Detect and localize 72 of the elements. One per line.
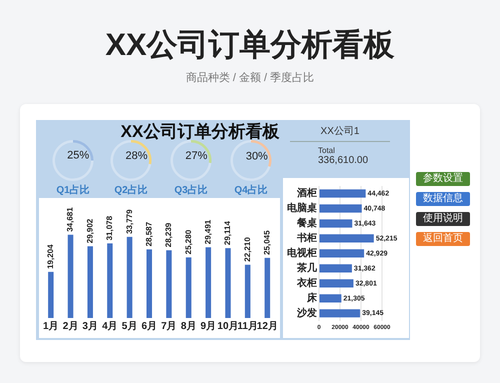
y-tick-label: 沙发 (296, 307, 317, 320)
x-tick-label: 9月 (200, 320, 216, 332)
data-label: 28,587 (144, 221, 154, 246)
y-tick-label: 电视柜 (287, 247, 317, 260)
text: 商品种类 / 金额 / 季度占比 (184, 70, 316, 85)
text: 336,610.00 (318, 155, 368, 166)
x-tick-label: 12月 (256, 320, 278, 332)
bar (264, 258, 270, 318)
data-label: 31,078 (105, 215, 114, 240)
data-label: 29,902 (85, 218, 94, 244)
x-tick-label: 8月 (180, 320, 196, 332)
bar (48, 272, 54, 318)
bar (320, 189, 366, 198)
text: Q3占比 (174, 184, 208, 196)
x-tick-label: 1月 (43, 320, 59, 332)
text: Total (318, 146, 335, 155)
data-label: 25,045 (262, 230, 272, 255)
data-label: 27% (185, 150, 208, 162)
text: XX公司订单分析看板 (120, 122, 280, 141)
bar (320, 264, 352, 272)
bar (87, 246, 93, 318)
bar (186, 257, 192, 318)
data-label: 28% (126, 150, 148, 162)
x-tick-label: 6月 (141, 320, 158, 332)
y-tick-label: 床 (306, 292, 318, 304)
data-label: 22,210 (242, 236, 252, 262)
text: Q2占比 (114, 184, 148, 196)
settings-button: 参数设置 (416, 172, 470, 186)
help-button: 使用说明 (416, 212, 470, 226)
data-label: 30% (246, 150, 268, 162)
data-label: 25% (67, 149, 90, 162)
y-tick-label: 电脑桌 (287, 202, 317, 214)
bar (320, 249, 364, 258)
bar (320, 294, 342, 302)
x-tick-label: 11月 (237, 320, 258, 332)
text: Q4占比 (234, 184, 268, 196)
bar (320, 309, 360, 318)
text: XX公司1 (290, 124, 390, 142)
x-tick-label: 10月 (217, 320, 239, 332)
x-tick-label: 7月 (161, 320, 177, 332)
data-label: 34,681 (66, 206, 75, 232)
x-tick-label: 3月 (82, 320, 98, 332)
bar (68, 234, 74, 318)
bar (320, 234, 374, 243)
y-tick-label: 书柜 (296, 232, 317, 244)
x-tick-label: 2月 (62, 320, 78, 332)
bar (126, 236, 132, 318)
bar (225, 248, 231, 318)
data-label: 28,239 (164, 222, 174, 248)
text: Q1占比 (56, 184, 90, 196)
bar (320, 219, 352, 228)
y-tick-label: 衣柜 (296, 277, 317, 290)
y-tick-label: 酒柜 (296, 187, 317, 200)
bar (107, 243, 113, 318)
bar (166, 250, 172, 318)
info-button: 数据信息 (416, 192, 470, 206)
y-tick-label: 餐桌 (296, 217, 317, 230)
bar (244, 264, 250, 318)
data-label: 29,114 (223, 220, 232, 246)
bar (320, 279, 354, 288)
home-button: 返回首页 (416, 232, 470, 246)
text: XX公司订单分析看板 (104, 26, 396, 64)
data-label: 25,280 (184, 229, 193, 254)
bar (320, 204, 362, 213)
data-label: 33,779 (124, 208, 134, 234)
x-tick-label: 4月 (102, 320, 118, 332)
bar (146, 249, 152, 318)
x-tick-label: 5月 (122, 320, 138, 332)
y-tick-label: 茶几 (296, 262, 318, 274)
data-label: 29,491 (204, 219, 213, 244)
bar (206, 247, 212, 318)
data-label: 19,204 (46, 244, 56, 269)
